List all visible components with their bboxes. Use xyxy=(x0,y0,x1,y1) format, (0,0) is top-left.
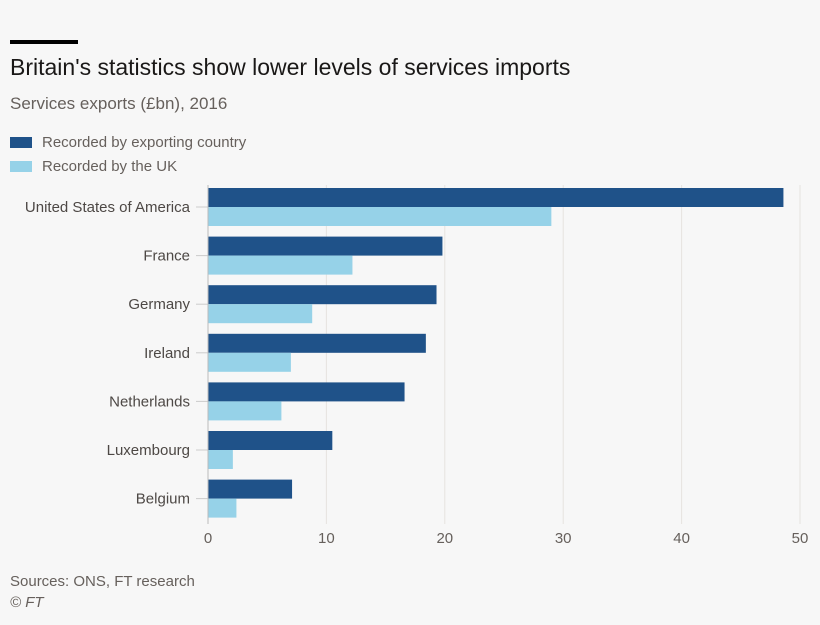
legend-item-uk: Recorded by the UK xyxy=(10,154,246,178)
category-label: Luxembourg xyxy=(107,442,190,459)
bar-uk xyxy=(208,498,237,518)
bar-exporting xyxy=(208,188,784,207)
bar-exporting xyxy=(208,382,405,402)
bar-uk xyxy=(208,401,282,421)
x-tick-label: 30 xyxy=(555,530,572,547)
bar-exporting xyxy=(208,236,443,256)
category-label: France xyxy=(143,248,190,265)
bar-uk xyxy=(208,304,313,324)
legend-swatch xyxy=(10,136,32,148)
x-tick-label: 50 xyxy=(792,530,809,547)
bar-exporting xyxy=(208,333,426,353)
x-tick-label: 0 xyxy=(204,530,212,547)
bar-uk xyxy=(208,352,291,372)
bar-uk xyxy=(208,207,552,226)
legend-swatch xyxy=(10,160,32,172)
bar-uk xyxy=(208,450,233,469)
header-rule xyxy=(10,40,78,44)
bar-exporting xyxy=(208,285,437,305)
chart-subtitle: Services exports (£bn), 2016 xyxy=(10,94,228,113)
category-label: Netherlands xyxy=(109,393,190,410)
bar-uk xyxy=(208,255,353,275)
category-label: Germany xyxy=(128,296,190,313)
legend-label: Recorded by the UK xyxy=(42,157,178,175)
bar-exporting xyxy=(208,431,333,450)
category-label: United States of America xyxy=(25,199,191,216)
category-label: Belgium xyxy=(136,491,190,508)
legend-item-exporting: Recorded by exporting country xyxy=(10,130,246,154)
copyright: © FT xyxy=(10,594,44,611)
x-tick-label: 20 xyxy=(436,530,453,547)
x-tick-label: 40 xyxy=(673,530,690,547)
sources: Sources: ONS, FT research xyxy=(10,573,195,590)
category-label: Ireland xyxy=(144,345,190,362)
legend-label: Recorded by exporting country xyxy=(42,133,247,151)
x-tick-label: 10 xyxy=(318,530,335,547)
legend: Recorded by exporting country Recorded b… xyxy=(10,130,246,178)
bar-exporting xyxy=(208,479,293,499)
chart-title: Britain's statistics show lower levels o… xyxy=(10,54,571,80)
